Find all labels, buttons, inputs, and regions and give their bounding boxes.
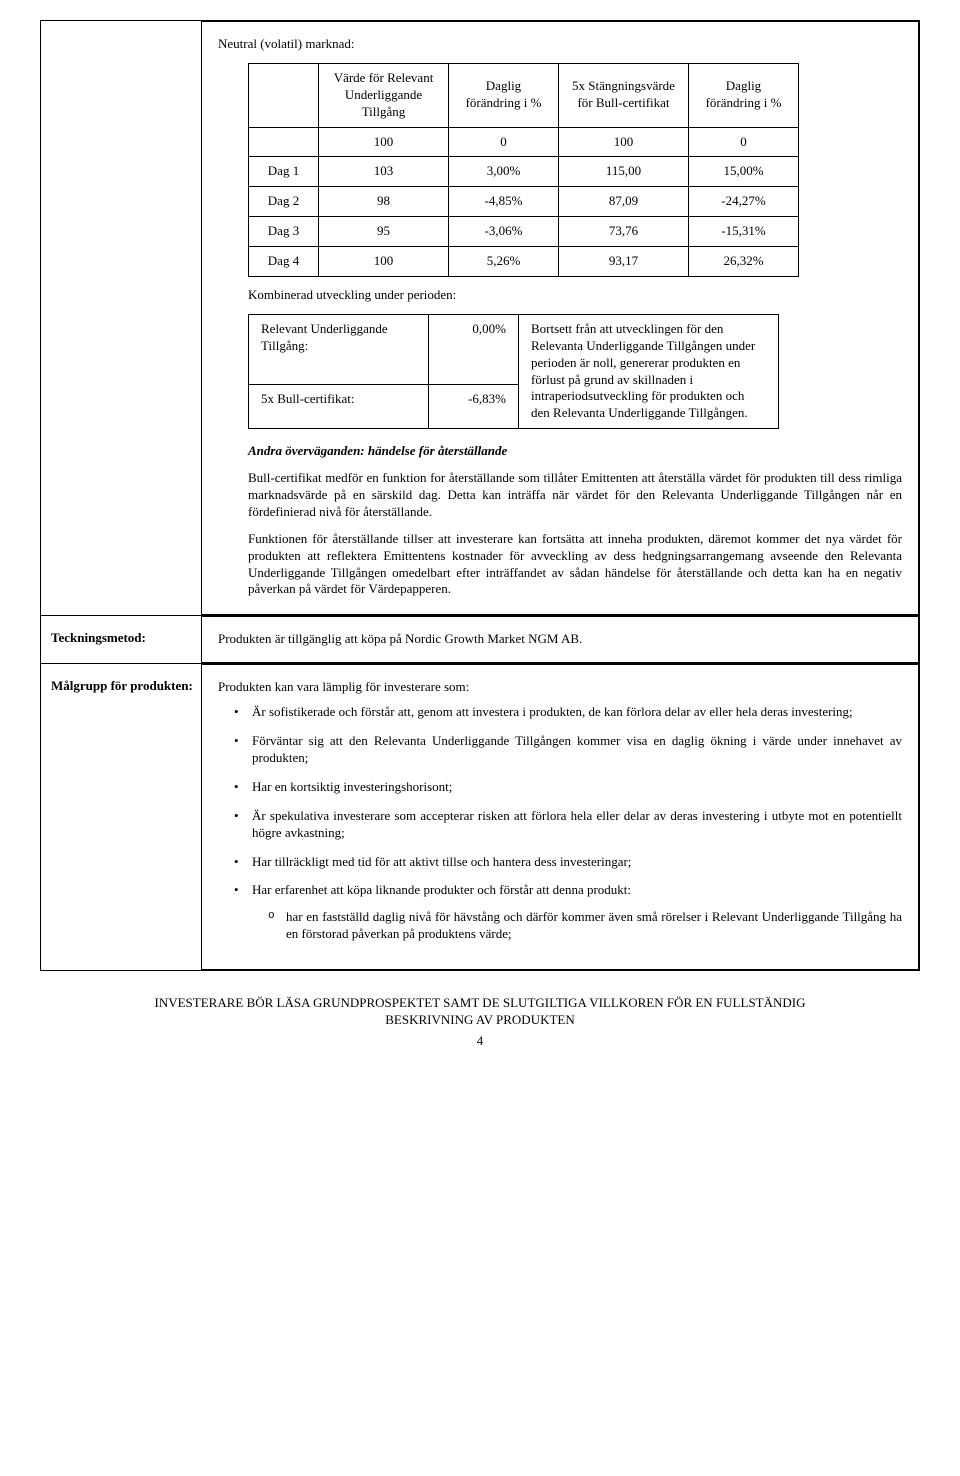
list-item: Är sofistikerade och förstår att, genom … — [218, 704, 902, 721]
cell: 100 — [319, 127, 449, 157]
cell-top: Neutral (volatil) marknad: Värde för Rel… — [201, 21, 919, 615]
table-row: Dag 4 100 5,26% 93,17 26,32% — [249, 247, 799, 277]
header-underlying: Värde för Relevant Underliggande Tillgån… — [319, 63, 449, 127]
cell: -4,85% — [449, 187, 559, 217]
combined-side-text: Bortsett från att utvecklingen för den R… — [519, 314, 779, 428]
cell: -24,27% — [689, 187, 799, 217]
malgrupp-intro: Produkten kan vara lämplig för investera… — [218, 679, 902, 696]
list-item: Har erfarenhet att köpa liknande produkt… — [218, 882, 902, 943]
subsection-title: Andra överväganden: händelse för återstä… — [248, 443, 902, 460]
cell: -3,06% — [449, 217, 559, 247]
cell: 95 — [319, 217, 449, 247]
teckningsmetod-text: Produkten är tillgänglig att köpa på Nor… — [218, 631, 582, 646]
table-row: Dag 3 95 -3,06% 73,76 -15,31% — [249, 217, 799, 247]
row-teckningsmetod: Teckningsmetod: Produkten är tillgänglig… — [40, 616, 920, 664]
cell: 98 — [319, 187, 449, 217]
cell: 73,76 — [559, 217, 689, 247]
cell: 0,00% — [429, 314, 519, 384]
scenario-table: Värde för Relevant Underliggande Tillgån… — [248, 63, 799, 277]
table-row: Relevant Underliggande Tillgång: 0,00% B… — [249, 314, 779, 384]
table-header-row: Värde för Relevant Underliggande Tillgån… — [249, 63, 799, 127]
row-top: Neutral (volatil) marknad: Värde för Rel… — [40, 20, 920, 616]
cell: 15,00% — [689, 157, 799, 187]
cell: Relevant Underliggande Tillgång: — [249, 314, 429, 384]
cell: Dag 3 — [249, 217, 319, 247]
paragraph: Funktionen för återställande tillser att… — [248, 531, 902, 599]
cell: 26,32% — [689, 247, 799, 277]
cell: 93,17 — [559, 247, 689, 277]
cell: 5,26% — [449, 247, 559, 277]
list-item: Är spekulativa investerare som acceptera… — [218, 808, 902, 842]
list-item: Har tillräckligt med tid för att aktivt … — [218, 854, 902, 871]
cell-malgrupp: Produkten kan vara lämplig för investera… — [201, 664, 919, 970]
table-row: Dag 1 103 3,00% 115,00 15,00% — [249, 157, 799, 187]
table-row: 100 0 100 0 — [249, 127, 799, 157]
label-teckningsmetod: Teckningsmetod: — [41, 616, 201, 647]
sub-list-item: har en fastställd daglig nivå för hävstå… — [252, 909, 902, 943]
cell: -15,31% — [689, 217, 799, 247]
sub-bullet-list: har en fastställd daglig nivå för hävstå… — [252, 909, 902, 943]
cell: 0 — [449, 127, 559, 157]
footer-line-1: INVESTERARE BÖR LÄSA GRUNDPROSPEKTET SAM… — [40, 995, 920, 1012]
cell: 115,00 — [559, 157, 689, 187]
bullet-list: Är sofistikerade och förstår att, genom … — [218, 704, 902, 943]
combined-label: Kombinerad utveckling under perioden: — [248, 287, 902, 304]
cell: 100 — [559, 127, 689, 157]
combined-table: Relevant Underliggande Tillgång: 0,00% B… — [248, 314, 779, 429]
cell — [249, 127, 319, 157]
cell: 100 — [319, 247, 449, 277]
list-item-text: Har erfarenhet att köpa liknande produkt… — [252, 882, 631, 897]
cell: 0 — [689, 127, 799, 157]
cell-teckningsmetod: Produkten är tillgänglig att köpa på Nor… — [201, 616, 919, 663]
header-daily-change-1: Daglig förändring i % — [449, 63, 559, 127]
page-footer: INVESTERARE BÖR LÄSA GRUNDPROSPEKTET SAM… — [40, 995, 920, 1050]
section-title: Neutral (volatil) marknad: — [218, 36, 902, 53]
cell: 3,00% — [449, 157, 559, 187]
cell: 103 — [319, 157, 449, 187]
cell: Dag 2 — [249, 187, 319, 217]
header-closing-5x: 5x Stängningsvärde för Bull-certifikat — [559, 63, 689, 127]
header-daily-change-2: Daglig förändring i % — [689, 63, 799, 127]
cell: -6,83% — [429, 384, 519, 429]
paragraph: Bull-certifikat medför en funktion for å… — [248, 470, 902, 521]
label-malgrupp: Målgrupp för produkten: — [41, 664, 201, 695]
header-blank — [249, 63, 319, 127]
cell: Dag 4 — [249, 247, 319, 277]
label-top — [41, 21, 201, 35]
cell: 5x Bull-certifikat: — [249, 384, 429, 429]
row-malgrupp: Målgrupp för produkten: Produkten kan va… — [40, 664, 920, 971]
footer-line-2: BESKRIVNING AV PRODUKTEN — [40, 1012, 920, 1029]
page-number: 4 — [40, 1033, 920, 1050]
list-item: Förväntar sig att den Relevanta Underlig… — [218, 733, 902, 767]
cell: Dag 1 — [249, 157, 319, 187]
list-item: Har en kortsiktig investeringshorisont; — [218, 779, 902, 796]
table-row: Dag 2 98 -4,85% 87,09 -24,27% — [249, 187, 799, 217]
cell: 87,09 — [559, 187, 689, 217]
